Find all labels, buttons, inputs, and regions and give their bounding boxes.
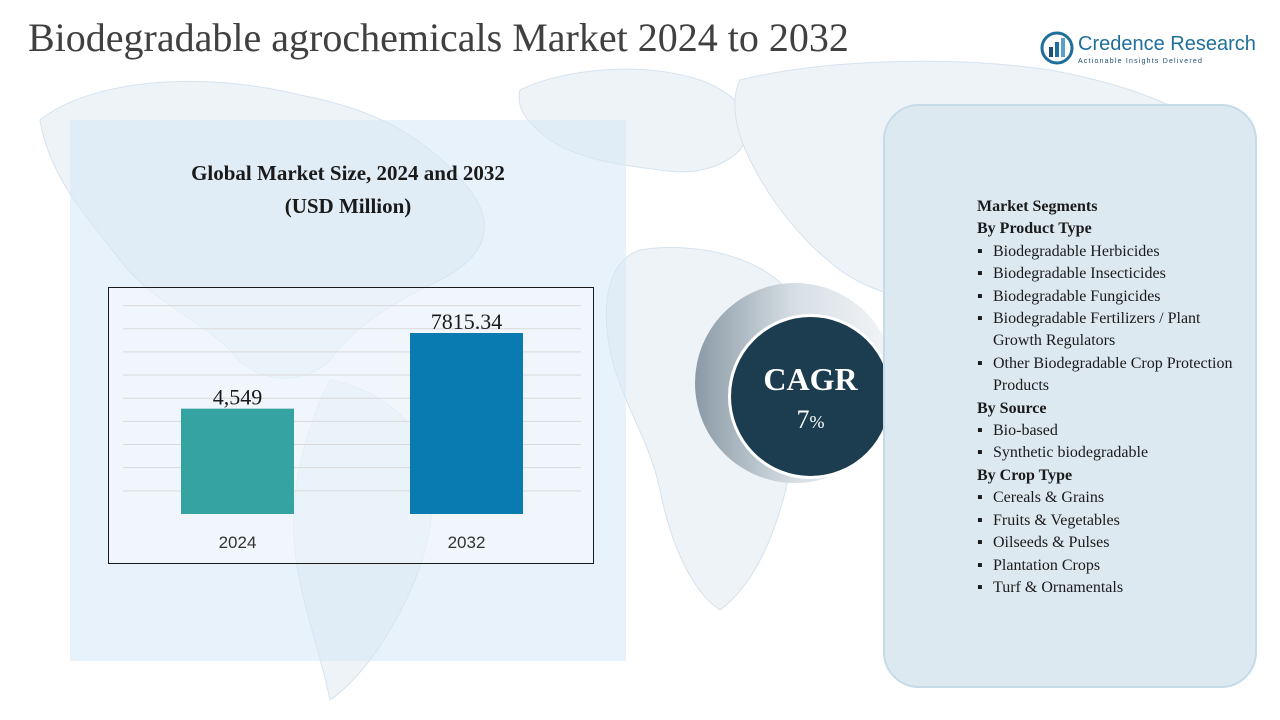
segment-list-item: ▪ Synthetic biodegradable — [977, 442, 1252, 464]
segment-list-item: ▪ Biodegradable Herbicides — [977, 241, 1252, 263]
segments-panel — [883, 104, 1257, 688]
data-label: 7815.34 — [431, 309, 503, 334]
cagr-value: 7% — [731, 405, 890, 435]
segment-item-label: Synthetic biodegradable — [993, 444, 1149, 462]
segment-list-item: ▪ Fruits & Vegetables — [977, 510, 1252, 532]
brand-tagline: Actionable Insights Delivered — [1078, 58, 1204, 65]
bullet-icon: ▪ — [977, 310, 983, 328]
segment-list-item: ▪ Turf & Ornamentals — [977, 577, 1252, 599]
segment-item-label: Bio-based — [993, 422, 1058, 440]
bar-2032 — [410, 333, 523, 514]
bullet-icon: ▪ — [977, 242, 983, 260]
page-title: Biodegradable agrochemicals Market 2024 … — [28, 15, 849, 60]
segment-list-item: ▪ Oilseeds & Pulses — [977, 532, 1252, 554]
segment-item-label: Cereals & Grains — [993, 489, 1105, 507]
segment-list-item: ▪ Biodegradable Insecticides — [977, 263, 1252, 285]
x-tick-label: 2024 — [219, 533, 257, 552]
segment-list-item: ▪ Plantation Crops — [977, 555, 1252, 577]
x-tick-label: 2032 — [448, 533, 486, 552]
segment-list-item: ▪ Bio-based — [977, 420, 1252, 442]
segment-item-label: Plantation Crops — [993, 556, 1101, 574]
bar-2024 — [181, 408, 294, 514]
segment-item-label: Biodegradable Fertilizers / Plant Growth… — [993, 310, 1201, 350]
segment-item-label: Other Biodegradable Crop Protection Prod… — [993, 354, 1233, 395]
segment-item-label: Oilseeds & Pulses — [993, 534, 1110, 552]
segment-list-item: ▪ Biodegradable Fertilizers / Plant Growt… — [977, 308, 1252, 353]
bullet-icon: ▪ — [977, 265, 983, 283]
segments-heading: Market Segments — [977, 198, 1098, 215]
bullet-icon: ▪ — [977, 556, 983, 574]
brand-name: Credence Research — [1078, 33, 1256, 55]
segment-item-label: Fruits & Vegetables — [993, 511, 1120, 529]
bullet-icon: ▪ — [977, 287, 983, 305]
market-segments-list: Market Segments By Product Type ▪ Biodegra… — [977, 196, 1252, 599]
bullet-icon: ▪ — [977, 578, 983, 596]
market-size-panel — [70, 120, 626, 661]
cagr-badge: CAGR 7% — [728, 314, 893, 479]
segment-item-label: Turf & Ornamentals — [993, 578, 1124, 596]
segment-list-item: ▪ Biodegradable Fungicides — [977, 286, 1252, 308]
bar-chart: 4,549 2024 7815.34 2032 — [108, 287, 594, 564]
segment-item-label: Biodegradable Insecticides — [993, 265, 1166, 283]
cagr-label: CAGR — [763, 361, 858, 397]
bar-chart-globe-logo-icon — [1040, 31, 1074, 65]
segment-list-item: ▪ Other Biodegradable Crop Protection Pro… — [977, 353, 1252, 398]
segment-group-title: By Source — [977, 399, 1047, 417]
chart-title-line1: Global Market Size, 2024 and 2032 — [191, 161, 505, 185]
segment-item-label: Biodegradable Fungicides — [993, 287, 1161, 305]
data-label: 4,549 — [213, 385, 263, 410]
cagr-number: 7 — [796, 405, 810, 434]
bullet-icon: ▪ — [977, 489, 983, 507]
cagr-unit: % — [809, 412, 825, 432]
bullet-icon: ▪ — [977, 534, 983, 552]
chart-title: Global Market Size, 2024 and 2032 (USD M… — [70, 157, 626, 223]
chart-title-line2: (USD Million) — [284, 194, 412, 218]
bullet-icon: ▪ — [977, 422, 983, 440]
bullet-icon: ▪ — [977, 444, 983, 462]
brand-logo: Credence Research Actionable Insights De… — [1040, 31, 1256, 71]
segment-group-title: By Crop Type — [977, 466, 1073, 484]
segment-group-title: By Product Type — [977, 220, 1092, 238]
bullet-icon: ▪ — [977, 354, 983, 372]
bar-chart-plot: 4,549 2024 7815.34 2032 — [123, 305, 581, 552]
segment-list-item: ▪ Cereals & Grains — [977, 487, 1252, 509]
segment-item-label: Biodegradable Herbicides — [993, 242, 1160, 260]
bullet-icon: ▪ — [977, 511, 983, 529]
